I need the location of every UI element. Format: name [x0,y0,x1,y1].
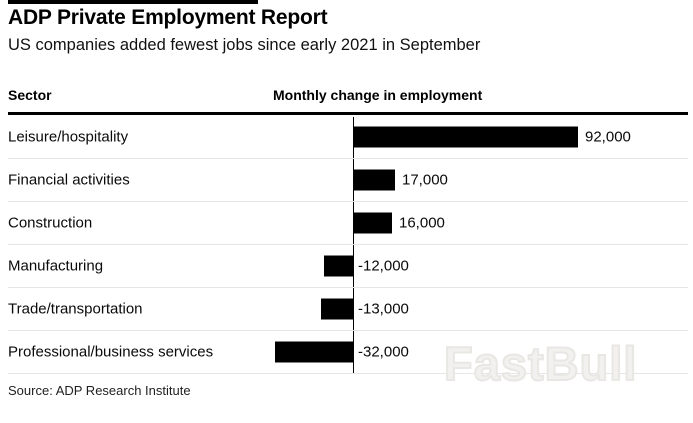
sector-label: Trade/transportation [8,300,143,318]
page-title: ADP Private Employment Report [8,6,328,29]
column-header-monthly-change: Monthly change in employment [273,87,483,103]
value-label: -13,000 [358,300,409,318]
sector-label: Manufacturing [8,257,104,275]
bar [324,255,353,277]
value-label: 92,000 [585,128,631,146]
source-note: Source: ADP Research Institute [8,383,191,398]
bar [275,341,353,363]
bar [353,126,578,148]
table-row: Leisure/hospitality 92,000 [8,116,688,159]
table-row: Financial activities 17,000 [8,159,688,202]
page-subtitle: US companies added fewest jobs since ear… [8,36,481,54]
column-header-sector: Sector [8,87,52,103]
sector-label: Leisure/hospitality [8,128,129,146]
chart-rows: Leisure/hospitality 92,000 Financial activ… [8,116,688,374]
table-row: Construction 16,000 [8,202,688,245]
value-label: -12,000 [358,257,409,275]
sector-label: Financial activities [8,171,130,189]
zero-axis-line [353,117,354,373]
header-divider-rule [8,112,688,115]
bar [321,298,353,320]
bar [353,169,395,191]
value-label: 17,000 [402,171,448,189]
top-accent-bar [8,0,258,4]
table-row: Professional/business services -32,000 [8,331,688,374]
value-label: 16,000 [399,214,445,232]
value-label: -32,000 [358,343,409,361]
sector-label: Construction [8,214,93,232]
table-row: Trade/transportation -13,000 [8,288,688,331]
bar [353,212,392,234]
sector-label: Professional/business services [8,343,214,361]
table-row: Manufacturing -12,000 [8,245,688,288]
